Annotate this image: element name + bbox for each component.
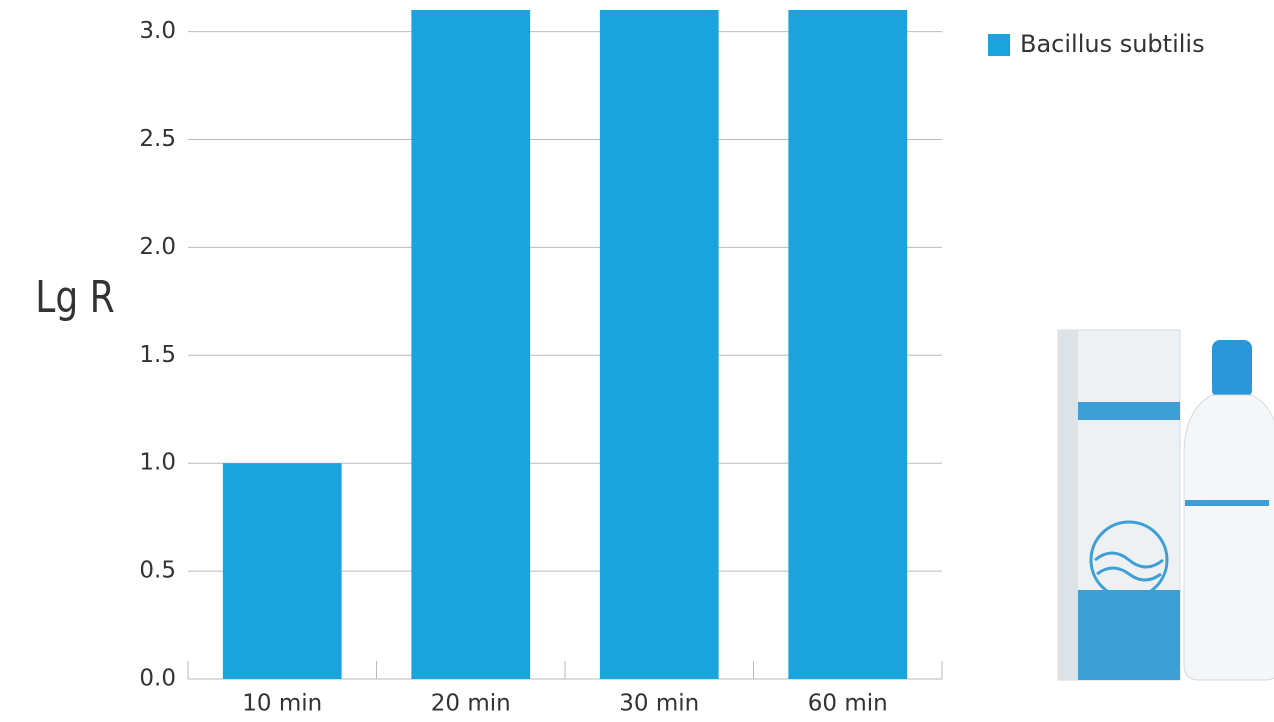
y-tick-label: 0.5 [139, 558, 176, 584]
y-tick-label: 2.0 [139, 234, 176, 260]
bar [411, 10, 531, 679]
y-tick-label: 1.5 [139, 342, 176, 368]
x-tick-label: 60 min [808, 691, 888, 717]
y-axis-label: Lg R [35, 273, 115, 323]
y-tick-label: 3.0 [139, 18, 176, 44]
x-tick-label: 10 min [242, 691, 322, 717]
bar [788, 10, 908, 679]
y-tick-label: 1.0 [139, 450, 176, 476]
bar [599, 10, 719, 679]
x-tick-label: 30 min [619, 691, 699, 717]
y-tick-label: 2.5 [139, 126, 176, 152]
bar [222, 463, 342, 679]
x-tick-label: 20 min [431, 691, 511, 717]
y-tick-label: 0.0 [139, 666, 176, 692]
legend-label: Bacillus subtilis [1020, 30, 1205, 58]
product-image [1057, 329, 1274, 681]
legend-swatch [988, 34, 1010, 56]
